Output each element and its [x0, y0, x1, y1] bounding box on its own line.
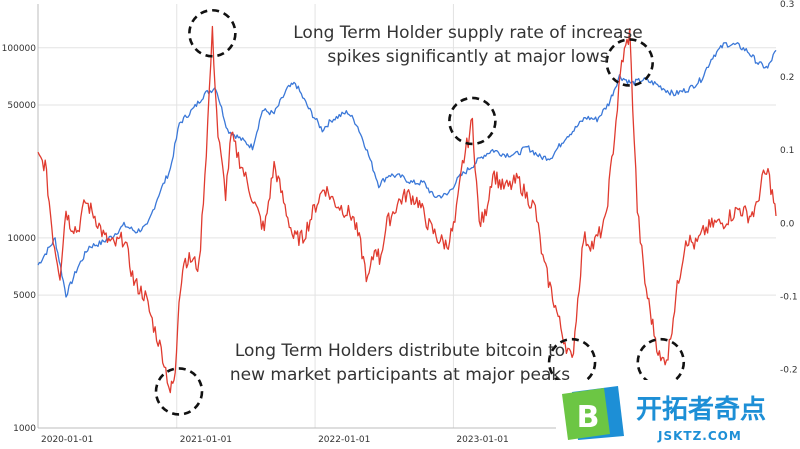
annotation-top-line-1: Long Term Holder supply rate of increase	[293, 23, 642, 43]
x-tick-label-0: 2020-01-01	[41, 435, 93, 445]
annotation-top-line-2: spikes significantly at major lows	[327, 47, 608, 67]
x-tick-label-1: 2021-01-01	[180, 435, 232, 445]
annotation-bottom-line-2: new market participants at major peaks	[230, 365, 570, 385]
watermark-domain: JSKTZ.COM	[657, 429, 742, 443]
y-right-tick-label-1: -0.1	[780, 292, 798, 302]
x-tick-label-2: 2022-01-01	[318, 435, 370, 445]
y-left-tick-label-0: 1000	[13, 424, 36, 434]
y-left-tick-label-3: 50000	[7, 101, 36, 111]
highlight-circles	[154, 8, 686, 416]
highlight-circle-5	[636, 337, 686, 387]
highlight-circle-3	[547, 337, 597, 387]
y-right-tick-label-2: 0.0	[780, 219, 795, 229]
highlight-circle-4	[605, 38, 654, 87]
y-right-tick-label-5: 0.3	[780, 0, 794, 10]
highlight-circle-1	[188, 8, 237, 58]
watermark-brand-name: 开拓者奇点	[636, 394, 766, 425]
watermark-logo-front	[562, 388, 610, 440]
watermark: B 开拓者奇点 JSKTZ.COM	[556, 380, 800, 449]
series-line-red	[37, 25, 777, 394]
y-left-tick-label-4: 100000	[2, 44, 37, 54]
highlight-circle-0	[154, 367, 204, 416]
y-left-tick-label-2: 10000	[7, 234, 36, 244]
y-left-tick-label-1: 5000	[13, 291, 36, 301]
y-right-tick-label-0: -0.2	[780, 366, 798, 376]
x-tick-label-3: 2023-01-01	[456, 435, 508, 445]
series-layer	[37, 25, 777, 394]
watermark-logo-letter: B	[577, 400, 600, 435]
series-line-blue	[37, 42, 777, 298]
annotation-bottom-line-1: Long Term Holders distribute bitcoin to	[235, 341, 565, 361]
highlight-circle-2	[448, 96, 497, 146]
y-right-tick-label-3: 0.1	[780, 146, 794, 156]
y-right-tick-label-4: 0.2	[780, 73, 794, 83]
grid	[37, 4, 776, 429]
